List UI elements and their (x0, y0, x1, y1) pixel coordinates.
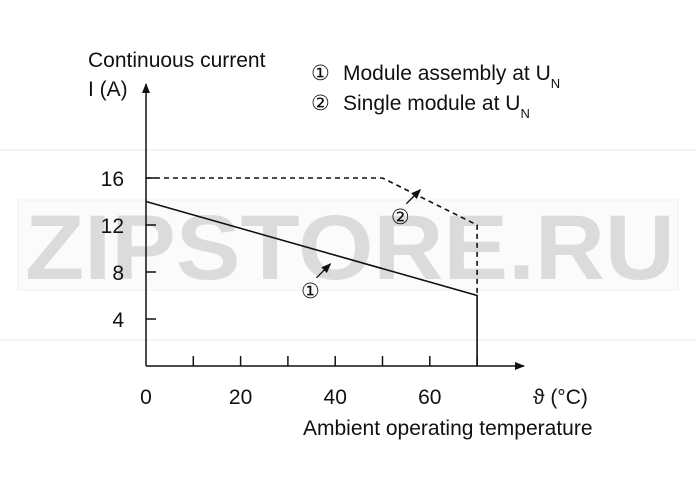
watermark-text: ZIPSTORE.RU (25, 197, 675, 299)
x-tick-labels: 0 20 40 60 (140, 386, 441, 409)
legend-marker-1: ① (311, 62, 330, 85)
legend-label-1-subscript: N (551, 76, 560, 91)
y-axis-title-line2: I (A) (88, 78, 128, 101)
annotation-layer: ①② (301, 189, 422, 303)
y-tick-label: 12 (101, 215, 124, 238)
watermark: ZIPSTORE.RU (0, 149, 697, 341)
x-axis-unit-label: ϑ (°C) (533, 386, 588, 409)
legend-label-1-text: Module assembly at U (343, 62, 551, 85)
legend-label-2-subscript: N (520, 106, 529, 121)
x-tick-label: 20 (229, 386, 252, 409)
x-ticks (192, 356, 478, 366)
legend-label-1: Module assembly at UN (343, 62, 560, 91)
legend-marker-2: ② (311, 92, 330, 115)
y-tick-label: 4 (112, 309, 124, 332)
annotation-arrow-2 (405, 189, 422, 205)
series-line-2 (146, 177, 478, 296)
annotation-marker-2: ② (391, 206, 410, 229)
y-axis-title-line1: Continuous current (88, 49, 266, 72)
x-tick-label: 60 (418, 386, 441, 409)
legend-label-2: Single module at UN (343, 92, 530, 121)
x-axis-title: Ambient operating temperature (303, 417, 593, 440)
y-tick-label: 8 (112, 262, 124, 285)
x-tick-label: 0 (140, 386, 152, 409)
series-layer (145, 177, 478, 366)
legend: ① Module assembly at UN ② Single module … (311, 62, 560, 121)
y-tick-label: 16 (101, 168, 124, 191)
legend-label-2-text: Single module at U (343, 92, 520, 115)
series-line-1 (145, 200, 478, 366)
annotation-arrow-1 (316, 263, 332, 279)
y-tick-labels: 4 8 12 16 (101, 168, 125, 332)
annotation-marker-1: ① (301, 280, 320, 303)
x-tick-label: 40 (324, 386, 347, 409)
